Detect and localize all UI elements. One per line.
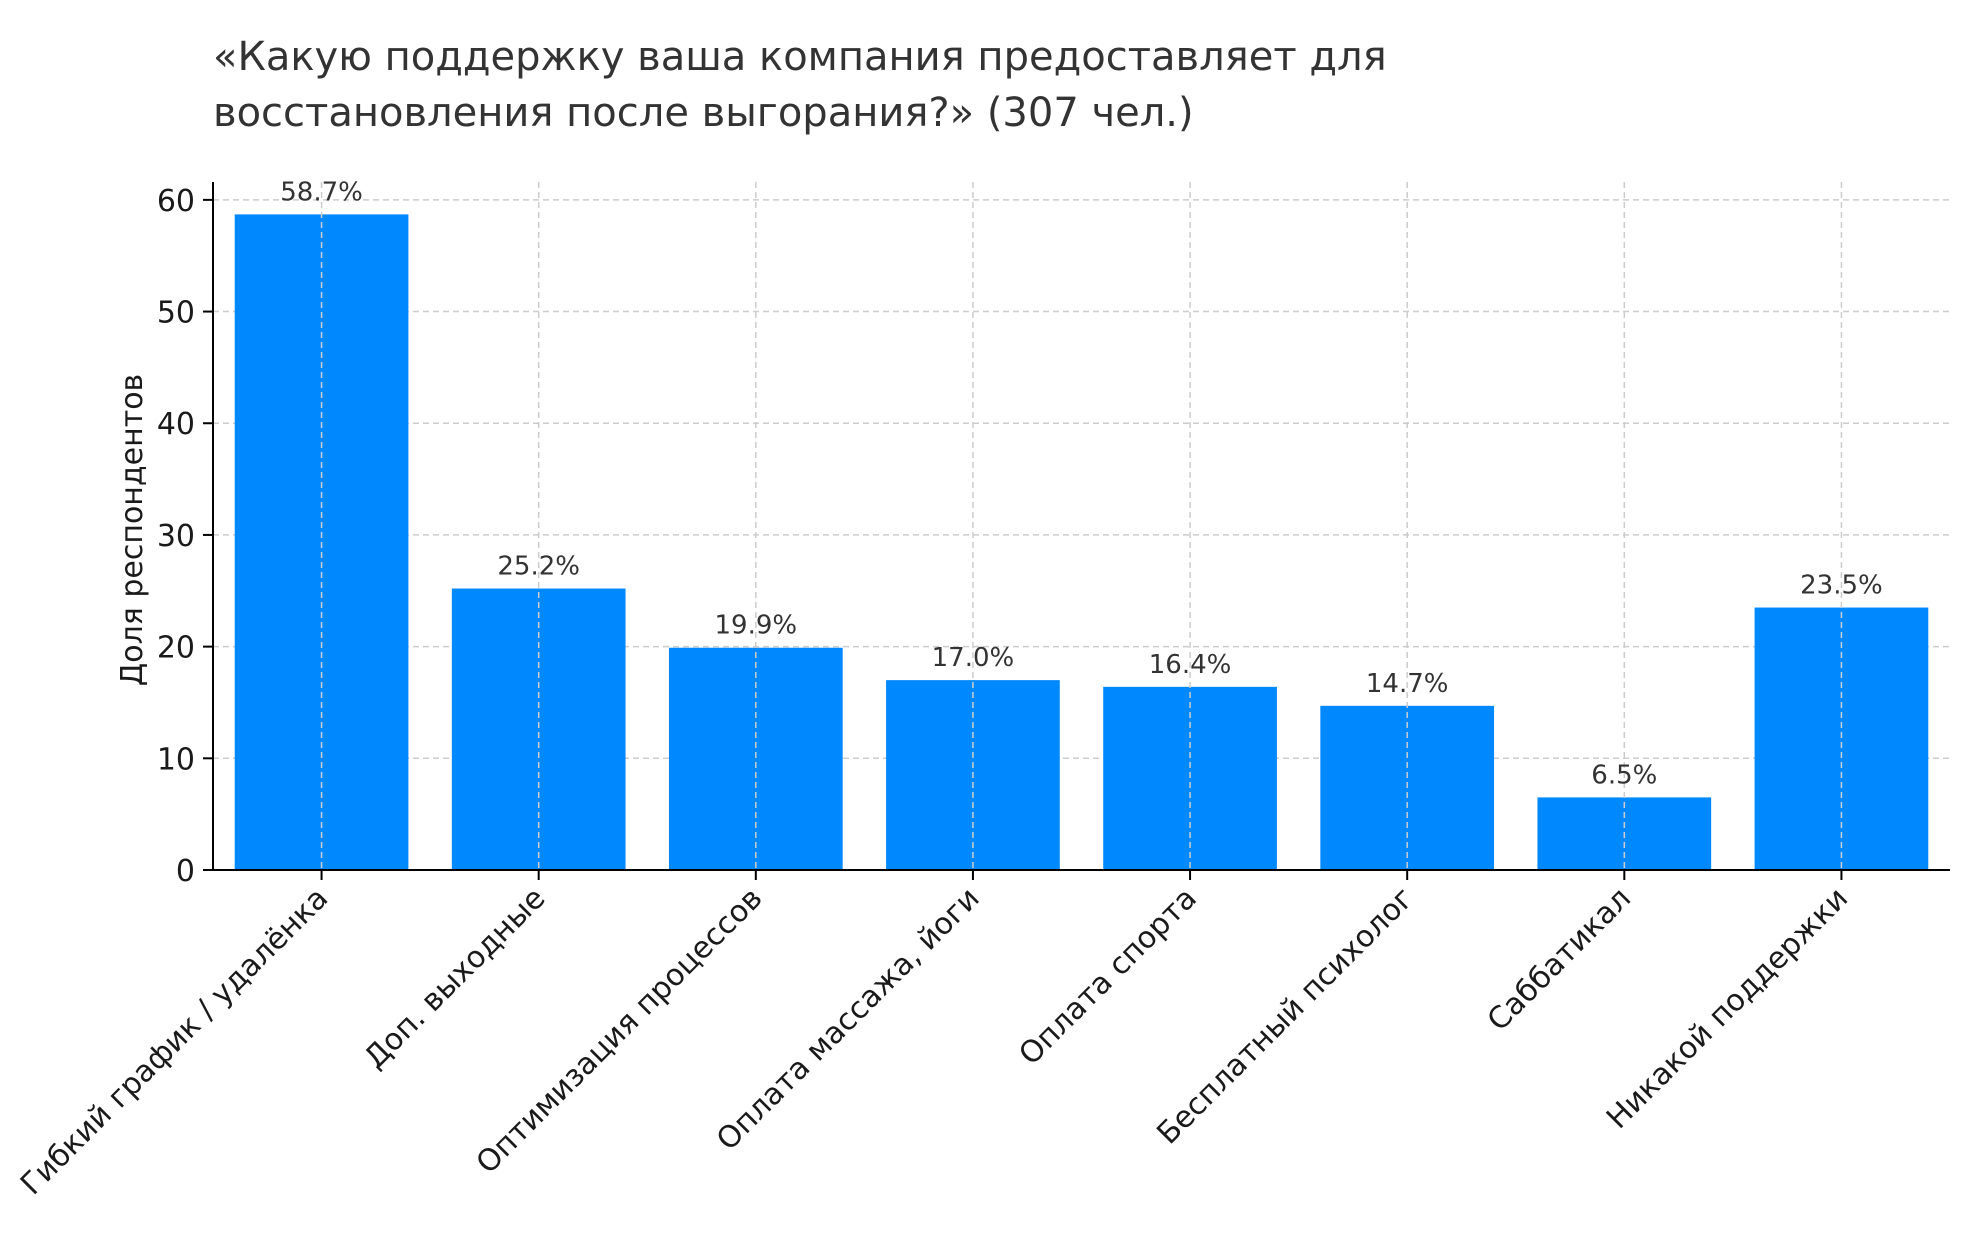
axes <box>212 182 1950 880</box>
x-axis-category-labels: Гибкий график / удалёнка Доп. выходныеОпт… <box>14 881 1855 1202</box>
y-tick-label: 40 <box>157 407 195 442</box>
data-labels: 58.7% 25.2% 19.9% 17.0% 16.4% 14.7% 6.5% 23.5% <box>280 177 1882 790</box>
y-tick-label: 20 <box>157 631 195 666</box>
y-tick-label: 60 <box>157 184 195 219</box>
data-label: 58.7% <box>280 177 363 207</box>
chart-title-line-1: «Какую поддержку ваша компания предостав… <box>213 34 1387 80</box>
x-tick-label: Оплата спорта <box>1012 881 1203 1072</box>
vertical-grid-lines <box>320 182 1843 870</box>
x-tick-label: Саббатикал <box>1481 881 1638 1038</box>
data-label: 16.4% <box>1149 650 1232 680</box>
data-label: 25.2% <box>497 552 580 582</box>
chart-title: «Какую поддержку ваша компания предостав… <box>213 34 1387 136</box>
x-tick-label: Доп. выходные <box>358 881 553 1076</box>
data-label: 14.7% <box>1366 669 1449 699</box>
x-tick-label: Гибкий график / удалёнка <box>14 881 335 1202</box>
data-label: 19.9% <box>715 611 798 641</box>
data-label: 23.5% <box>1800 571 1883 601</box>
x-tick-label: Бесплатный психолог <box>1150 881 1420 1151</box>
y-axis-ticks: 0 10 20 30 40 50 60 <box>157 184 213 889</box>
bars <box>234 214 1929 870</box>
data-label: 6.5% <box>1591 760 1657 790</box>
y-tick-label: 0 <box>176 854 195 889</box>
data-label: 17.0% <box>932 643 1015 673</box>
y-tick-label: 10 <box>157 742 195 777</box>
y-axis-title: Доля респондентов <box>115 374 150 686</box>
chart-title-line-2: восстановления после выгорания?» (307 че… <box>213 90 1194 136</box>
x-tick-label: Никакой поддержки <box>1600 881 1855 1136</box>
y-tick-label: 30 <box>157 519 195 554</box>
y-tick-label: 50 <box>157 296 195 331</box>
